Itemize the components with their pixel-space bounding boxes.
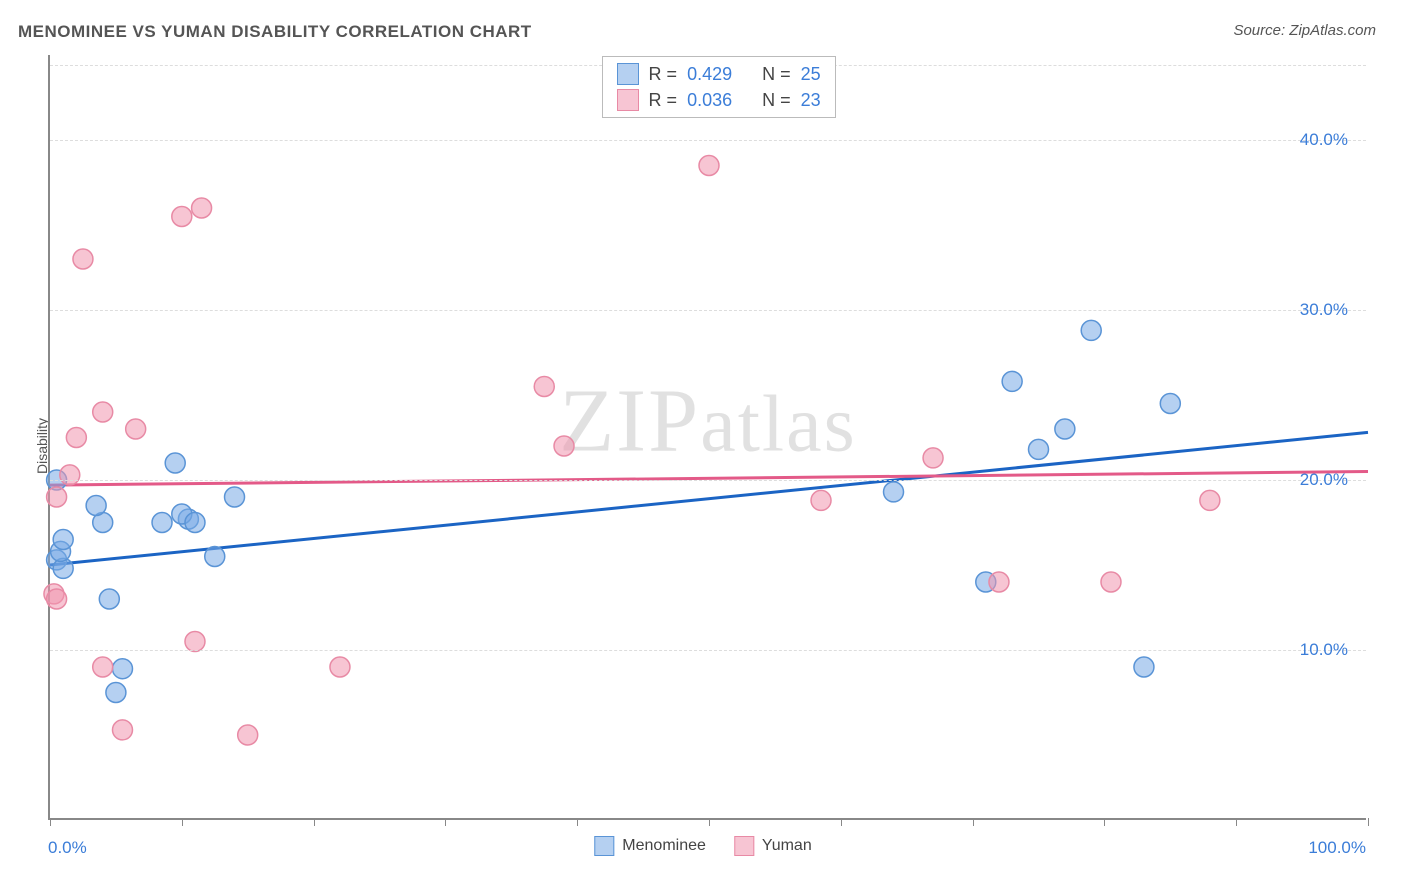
scatter-point	[66, 428, 86, 448]
n-label: N =	[762, 90, 791, 111]
legend-item: Yuman	[734, 836, 812, 856]
y-tick-label: 30.0%	[1300, 300, 1348, 320]
x-tick	[1104, 818, 1105, 826]
scatter-point	[60, 465, 80, 485]
bottom-legend: Menominee Yuman	[594, 836, 811, 856]
scatter-point	[699, 156, 719, 176]
legend-swatch	[594, 836, 614, 856]
legend-item: Menominee	[594, 836, 706, 856]
scatter-point	[152, 513, 172, 533]
scatter-point	[112, 659, 132, 679]
scatter-point	[126, 419, 146, 439]
scatter-point	[1134, 657, 1154, 677]
x-tick	[314, 818, 315, 826]
chart-title: MENOMINEE VS YUMAN DISABILITY CORRELATIO…	[18, 22, 532, 42]
gridline	[50, 310, 1366, 311]
x-axis-min-label: 0.0%	[48, 838, 87, 858]
scatter-point	[554, 436, 574, 456]
y-tick-label: 20.0%	[1300, 470, 1348, 490]
scatter-point	[1200, 490, 1220, 510]
scatter-point	[185, 632, 205, 652]
scatter-point	[884, 482, 904, 502]
scatter-point	[989, 572, 1009, 592]
legend-label: Yuman	[762, 837, 812, 855]
scatter-point	[106, 683, 126, 703]
scatter-point	[534, 377, 554, 397]
x-tick	[445, 818, 446, 826]
gridline	[50, 480, 1366, 481]
scatter-point	[86, 496, 106, 516]
scatter-point	[1055, 419, 1075, 439]
scatter-point	[923, 448, 943, 468]
legend-swatch	[617, 63, 639, 85]
legend-label: Menominee	[622, 837, 706, 855]
x-tick	[841, 818, 842, 826]
scatter-point	[172, 207, 192, 227]
n-label: N =	[762, 64, 791, 85]
y-tick-label: 40.0%	[1300, 130, 1348, 150]
gridline	[50, 650, 1366, 651]
x-axis-max-label: 100.0%	[1308, 838, 1366, 858]
x-tick	[50, 818, 51, 826]
scatter-point	[73, 249, 93, 269]
scatter-point	[1160, 394, 1180, 414]
scatter-point	[330, 657, 350, 677]
x-tick	[973, 818, 974, 826]
scatter-point	[1002, 371, 1022, 391]
x-tick	[182, 818, 183, 826]
scatter-point	[238, 725, 258, 745]
n-value: 23	[801, 90, 821, 111]
chart-container: MENOMINEE VS YUMAN DISABILITY CORRELATIO…	[0, 0, 1406, 892]
scatter-point	[1081, 320, 1101, 340]
r-value: 0.036	[687, 90, 732, 111]
trend-line	[50, 432, 1368, 565]
scatter-point	[47, 487, 67, 507]
scatter-point	[1029, 439, 1049, 459]
plot-svg	[50, 55, 1366, 818]
scatter-point	[93, 657, 113, 677]
n-value: 25	[801, 64, 821, 85]
trend-line	[50, 472, 1368, 486]
scatter-point	[53, 530, 73, 550]
scatter-point	[225, 487, 245, 507]
scatter-point	[112, 720, 132, 740]
stats-row: R = 0.429 N = 25	[617, 61, 821, 87]
scatter-point	[93, 402, 113, 422]
gridline	[50, 140, 1366, 141]
legend-swatch	[617, 89, 639, 111]
y-tick-label: 10.0%	[1300, 640, 1348, 660]
r-label: R =	[649, 64, 678, 85]
r-label: R =	[649, 90, 678, 111]
scatter-point	[99, 589, 119, 609]
scatter-point	[1101, 572, 1121, 592]
r-value: 0.429	[687, 64, 732, 85]
source-label: Source: ZipAtlas.com	[1233, 22, 1376, 39]
x-tick	[577, 818, 578, 826]
scatter-point	[185, 513, 205, 533]
stats-row: R = 0.036 N = 23	[617, 87, 821, 113]
x-tick	[709, 818, 710, 826]
x-tick	[1368, 818, 1369, 826]
scatter-point	[165, 453, 185, 473]
scatter-point	[811, 490, 831, 510]
plot-area: ZIPatlas 10.0%20.0%30.0%40.0%	[48, 55, 1366, 820]
scatter-point	[205, 547, 225, 567]
scatter-point	[192, 198, 212, 218]
scatter-point	[47, 589, 67, 609]
legend-swatch	[734, 836, 754, 856]
x-tick	[1236, 818, 1237, 826]
stats-box: R = 0.429 N = 25 R = 0.036 N = 23	[602, 56, 836, 118]
